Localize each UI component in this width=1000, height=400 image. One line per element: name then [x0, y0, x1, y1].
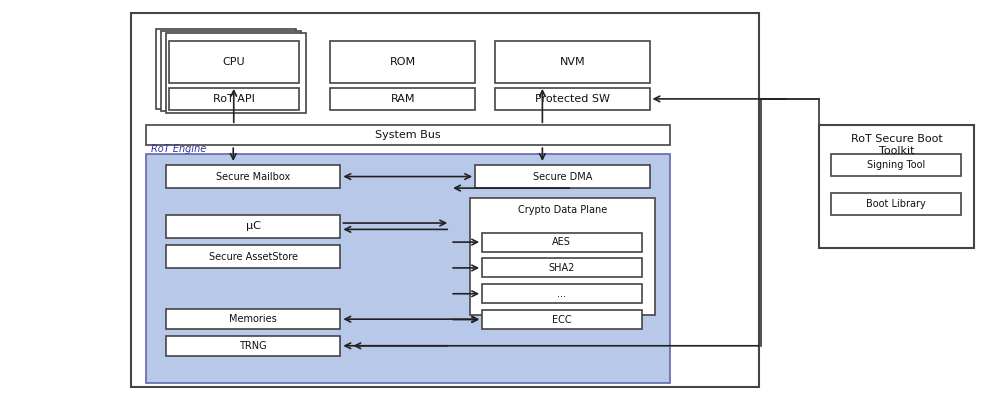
Text: RoT Secure Boot
Toolkit: RoT Secure Boot Toolkit: [851, 134, 942, 156]
Bar: [482, 258, 642, 278]
Text: Boot Library: Boot Library: [866, 199, 926, 209]
Bar: [166, 165, 340, 188]
Text: Crypto Data Plane: Crypto Data Plane: [518, 205, 607, 215]
Text: Secure AssetStore: Secure AssetStore: [209, 252, 298, 262]
Text: RAM: RAM: [391, 94, 415, 104]
Bar: [146, 154, 670, 383]
Text: NVM: NVM: [559, 57, 585, 67]
Text: TRNG: TRNG: [239, 341, 267, 351]
Bar: [169, 88, 299, 110]
Text: ECC: ECC: [552, 314, 572, 324]
Text: ...: ...: [557, 289, 566, 299]
Bar: [166, 336, 340, 356]
Bar: [819, 124, 974, 248]
Bar: [166, 245, 340, 268]
Bar: [131, 13, 759, 387]
Bar: [470, 198, 655, 315]
Text: Signing Tool: Signing Tool: [867, 160, 925, 170]
Bar: [495, 88, 650, 110]
Text: RoT Engine: RoT Engine: [151, 144, 206, 154]
Bar: [156, 29, 296, 109]
Bar: [330, 41, 475, 83]
Bar: [831, 154, 961, 176]
Text: Secure DMA: Secure DMA: [533, 172, 592, 182]
Bar: [475, 165, 650, 188]
Bar: [166, 215, 340, 238]
Bar: [330, 88, 475, 110]
Bar: [169, 41, 299, 83]
Bar: [161, 31, 301, 111]
Bar: [166, 33, 306, 113]
Text: Secure Mailbox: Secure Mailbox: [216, 172, 290, 182]
Text: RoT API: RoT API: [213, 94, 255, 104]
Text: Protected SW: Protected SW: [535, 94, 610, 104]
Bar: [166, 309, 340, 329]
Text: SHA2: SHA2: [549, 263, 575, 273]
Bar: [495, 41, 650, 83]
Bar: [831, 193, 961, 215]
Bar: [146, 125, 670, 145]
Text: ROM: ROM: [390, 57, 416, 67]
Text: μC: μC: [246, 221, 261, 231]
Bar: [482, 284, 642, 303]
Bar: [482, 232, 642, 252]
Bar: [482, 310, 642, 329]
Text: Memories: Memories: [229, 314, 277, 324]
Text: System Bus: System Bus: [375, 130, 441, 140]
Text: AES: AES: [552, 237, 571, 247]
Text: CPU: CPU: [222, 57, 245, 67]
